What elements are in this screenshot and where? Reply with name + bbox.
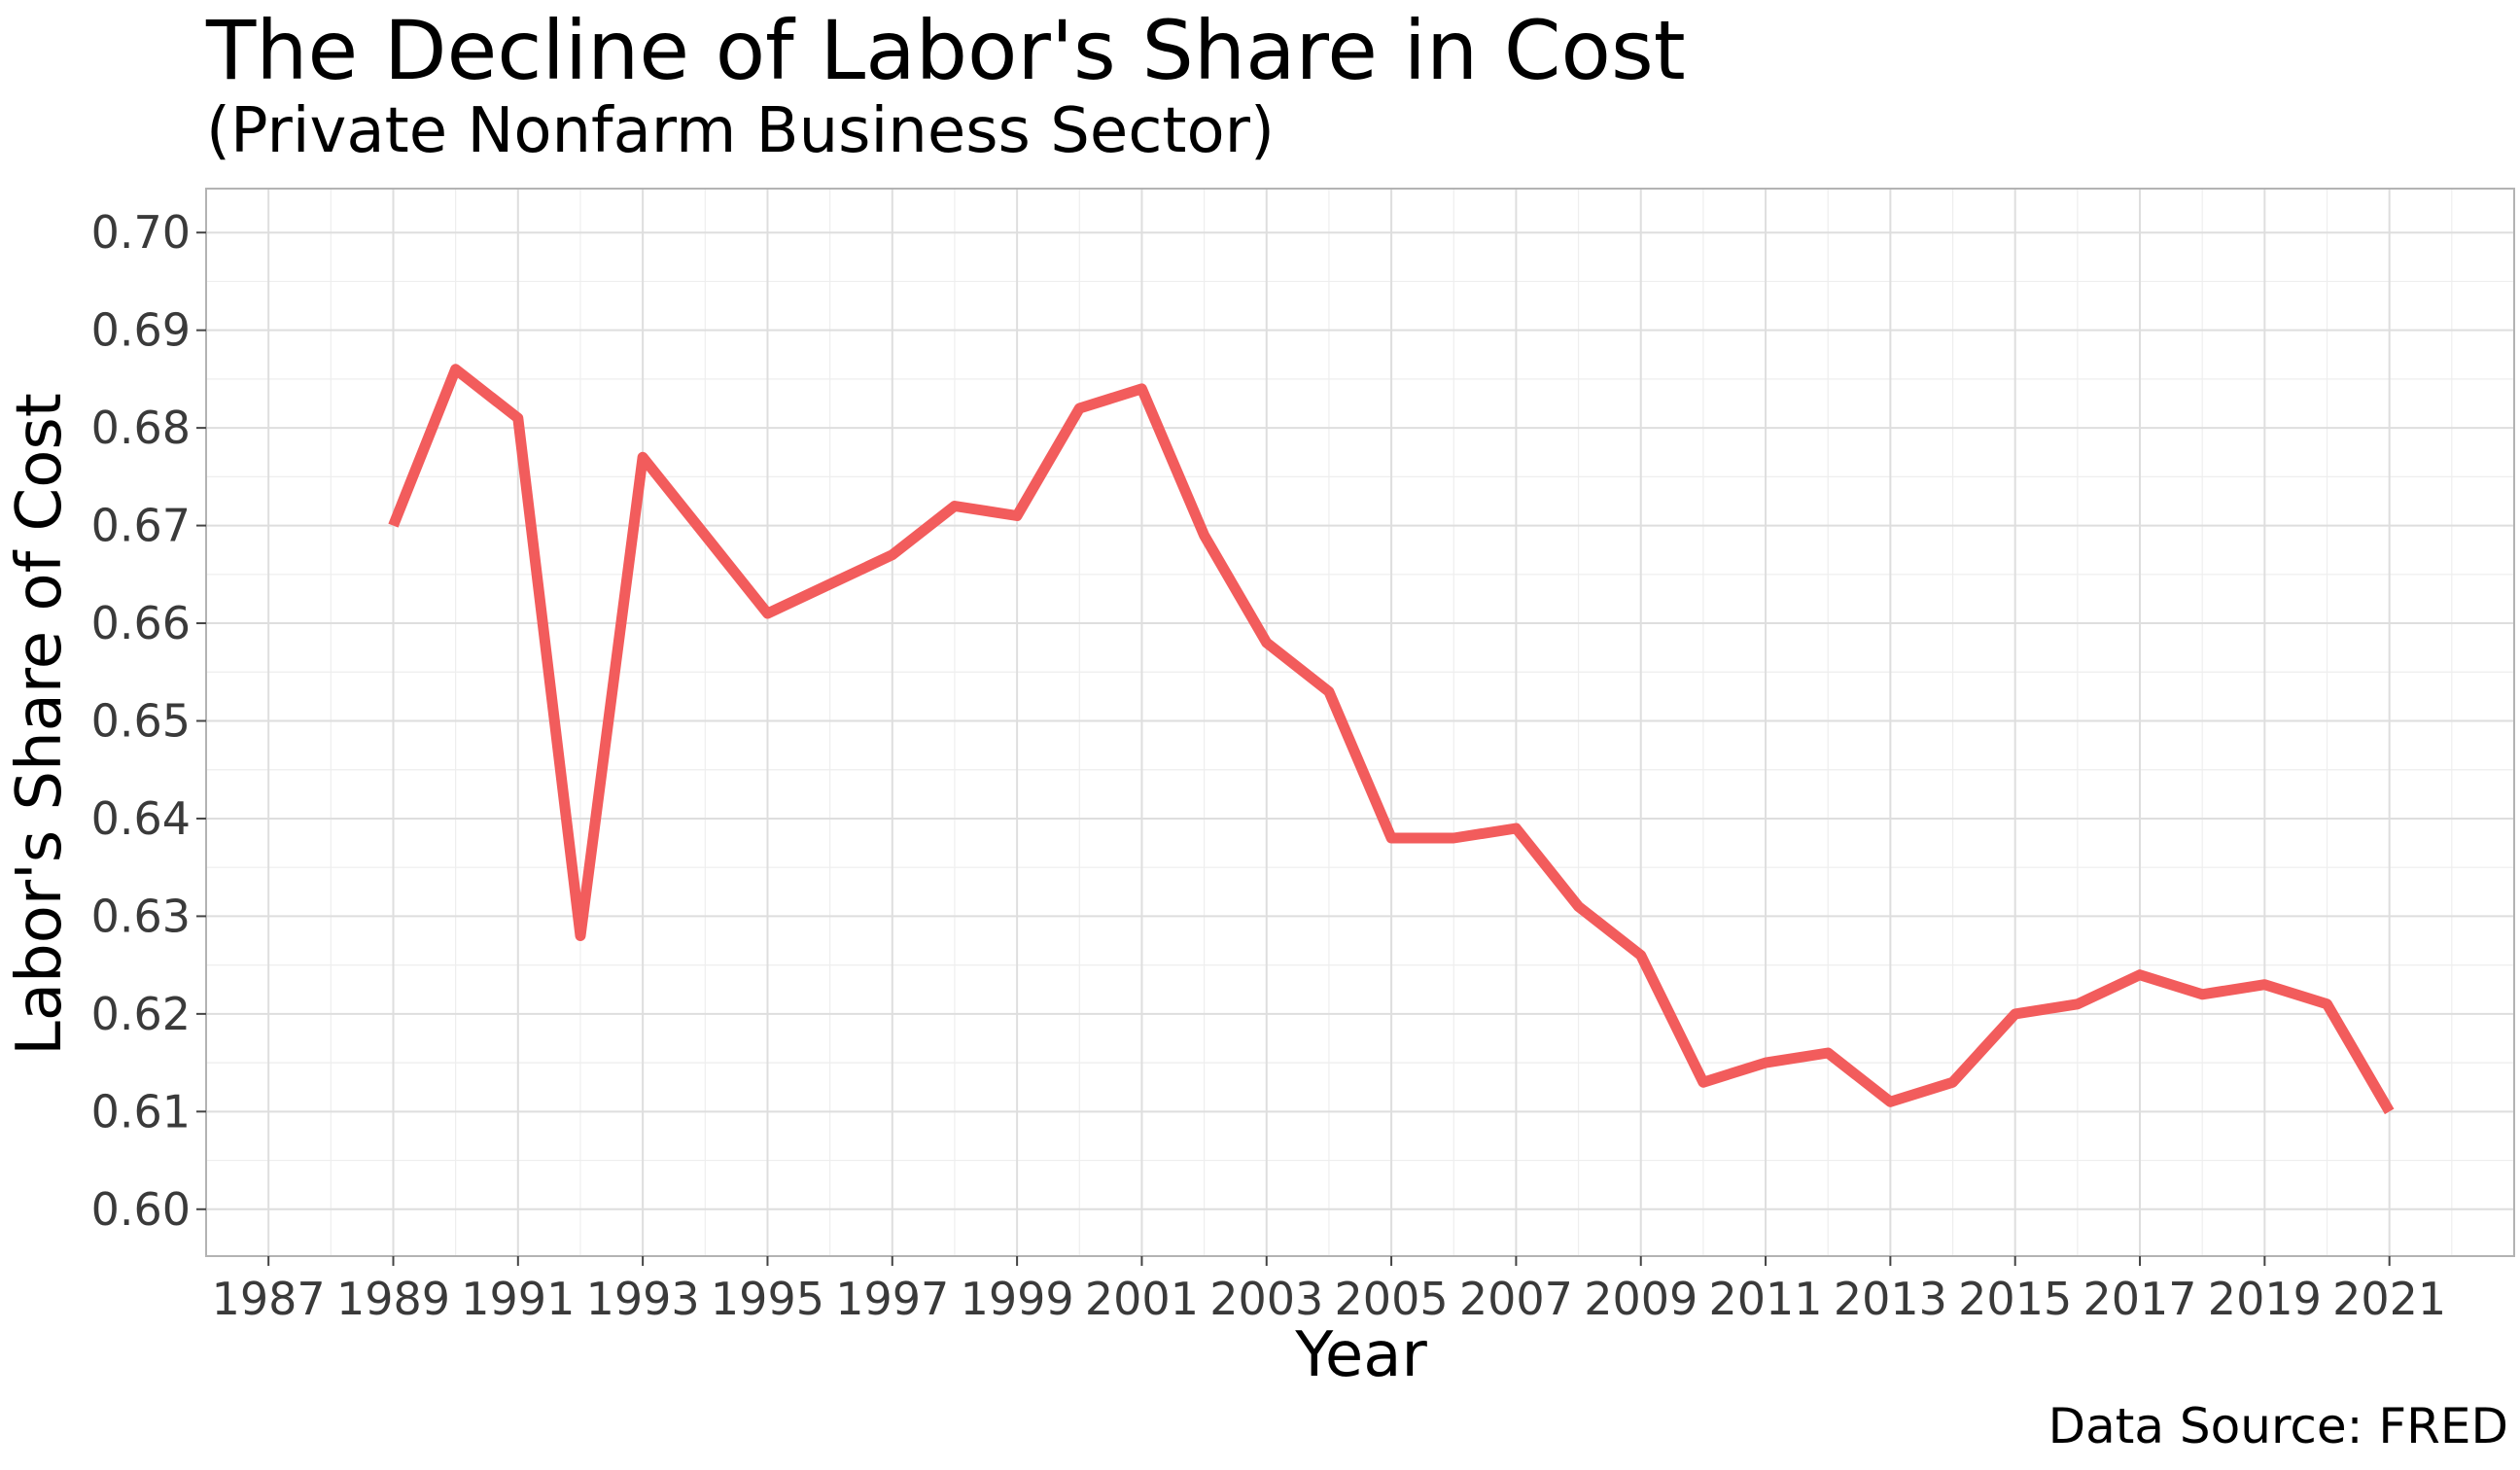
series-layer xyxy=(388,364,2395,1115)
x-tick-label: 1999 xyxy=(961,1273,1074,1325)
x-tick-label: 1995 xyxy=(711,1273,824,1325)
x-tick-label: 2015 xyxy=(1958,1273,2072,1325)
major-gridlines xyxy=(206,189,2514,1256)
plot-panel-border xyxy=(205,188,2515,1257)
x-tick-label: 2003 xyxy=(1209,1273,1323,1325)
x-tick-label: 2009 xyxy=(1584,1273,1698,1325)
chart-subtitle: (Private Nonfarm Business Sector) xyxy=(206,95,1275,167)
y-axis-title: Labor's Share of Cost xyxy=(4,393,76,1056)
x-tick-label: 1993 xyxy=(586,1273,700,1325)
x-tick-label: 2007 xyxy=(1459,1273,1573,1325)
x-tick-label: 2013 xyxy=(1834,1273,1947,1325)
y-tick-label: 0.70 xyxy=(91,206,191,259)
y-tick-label: 0.67 xyxy=(91,500,191,552)
x-tick-label: 2005 xyxy=(1335,1273,1449,1325)
y-tick-label: 0.69 xyxy=(91,304,191,357)
y-tick-label: 0.65 xyxy=(91,694,191,747)
y-tick-label: 0.68 xyxy=(91,402,191,454)
x-tick-label: 1991 xyxy=(461,1273,575,1325)
y-axis: 0.60 0.61 0.62 0.63 0.64 0.65 0.66 0.67 0.68 0.69… xyxy=(91,206,206,1236)
x-tick-label: 2019 xyxy=(2208,1273,2322,1325)
y-tick-label: 0.64 xyxy=(91,792,191,845)
x-tick-label: 2017 xyxy=(2082,1273,2196,1325)
data-source-caption: Data Source: FRED xyxy=(2048,1398,2508,1454)
y-tick-label: 0.60 xyxy=(91,1183,191,1236)
x-tick-label: 1987 xyxy=(212,1273,326,1325)
x-tick-label: 2011 xyxy=(1709,1273,1823,1325)
y-tick-label: 0.61 xyxy=(91,1085,191,1138)
y-tick-label: 0.62 xyxy=(91,988,191,1040)
x-tick-label: 2021 xyxy=(2332,1273,2446,1325)
x-axis: 1987 1989 1991 1993 1995 1997 1999 2001 2003 2005… xyxy=(212,1256,2446,1325)
chart-title: The Decline of Labor's Share in Cost xyxy=(206,3,1686,98)
x-axis-title: Year xyxy=(1294,1319,1427,1391)
y-tick-label: 0.63 xyxy=(91,890,191,942)
series-line xyxy=(388,364,2395,1115)
x-tick-label: 2001 xyxy=(1085,1273,1199,1325)
x-tick-label: 1997 xyxy=(835,1273,949,1325)
x-tick-label: 1989 xyxy=(336,1273,450,1325)
y-tick-label: 0.66 xyxy=(91,597,191,649)
